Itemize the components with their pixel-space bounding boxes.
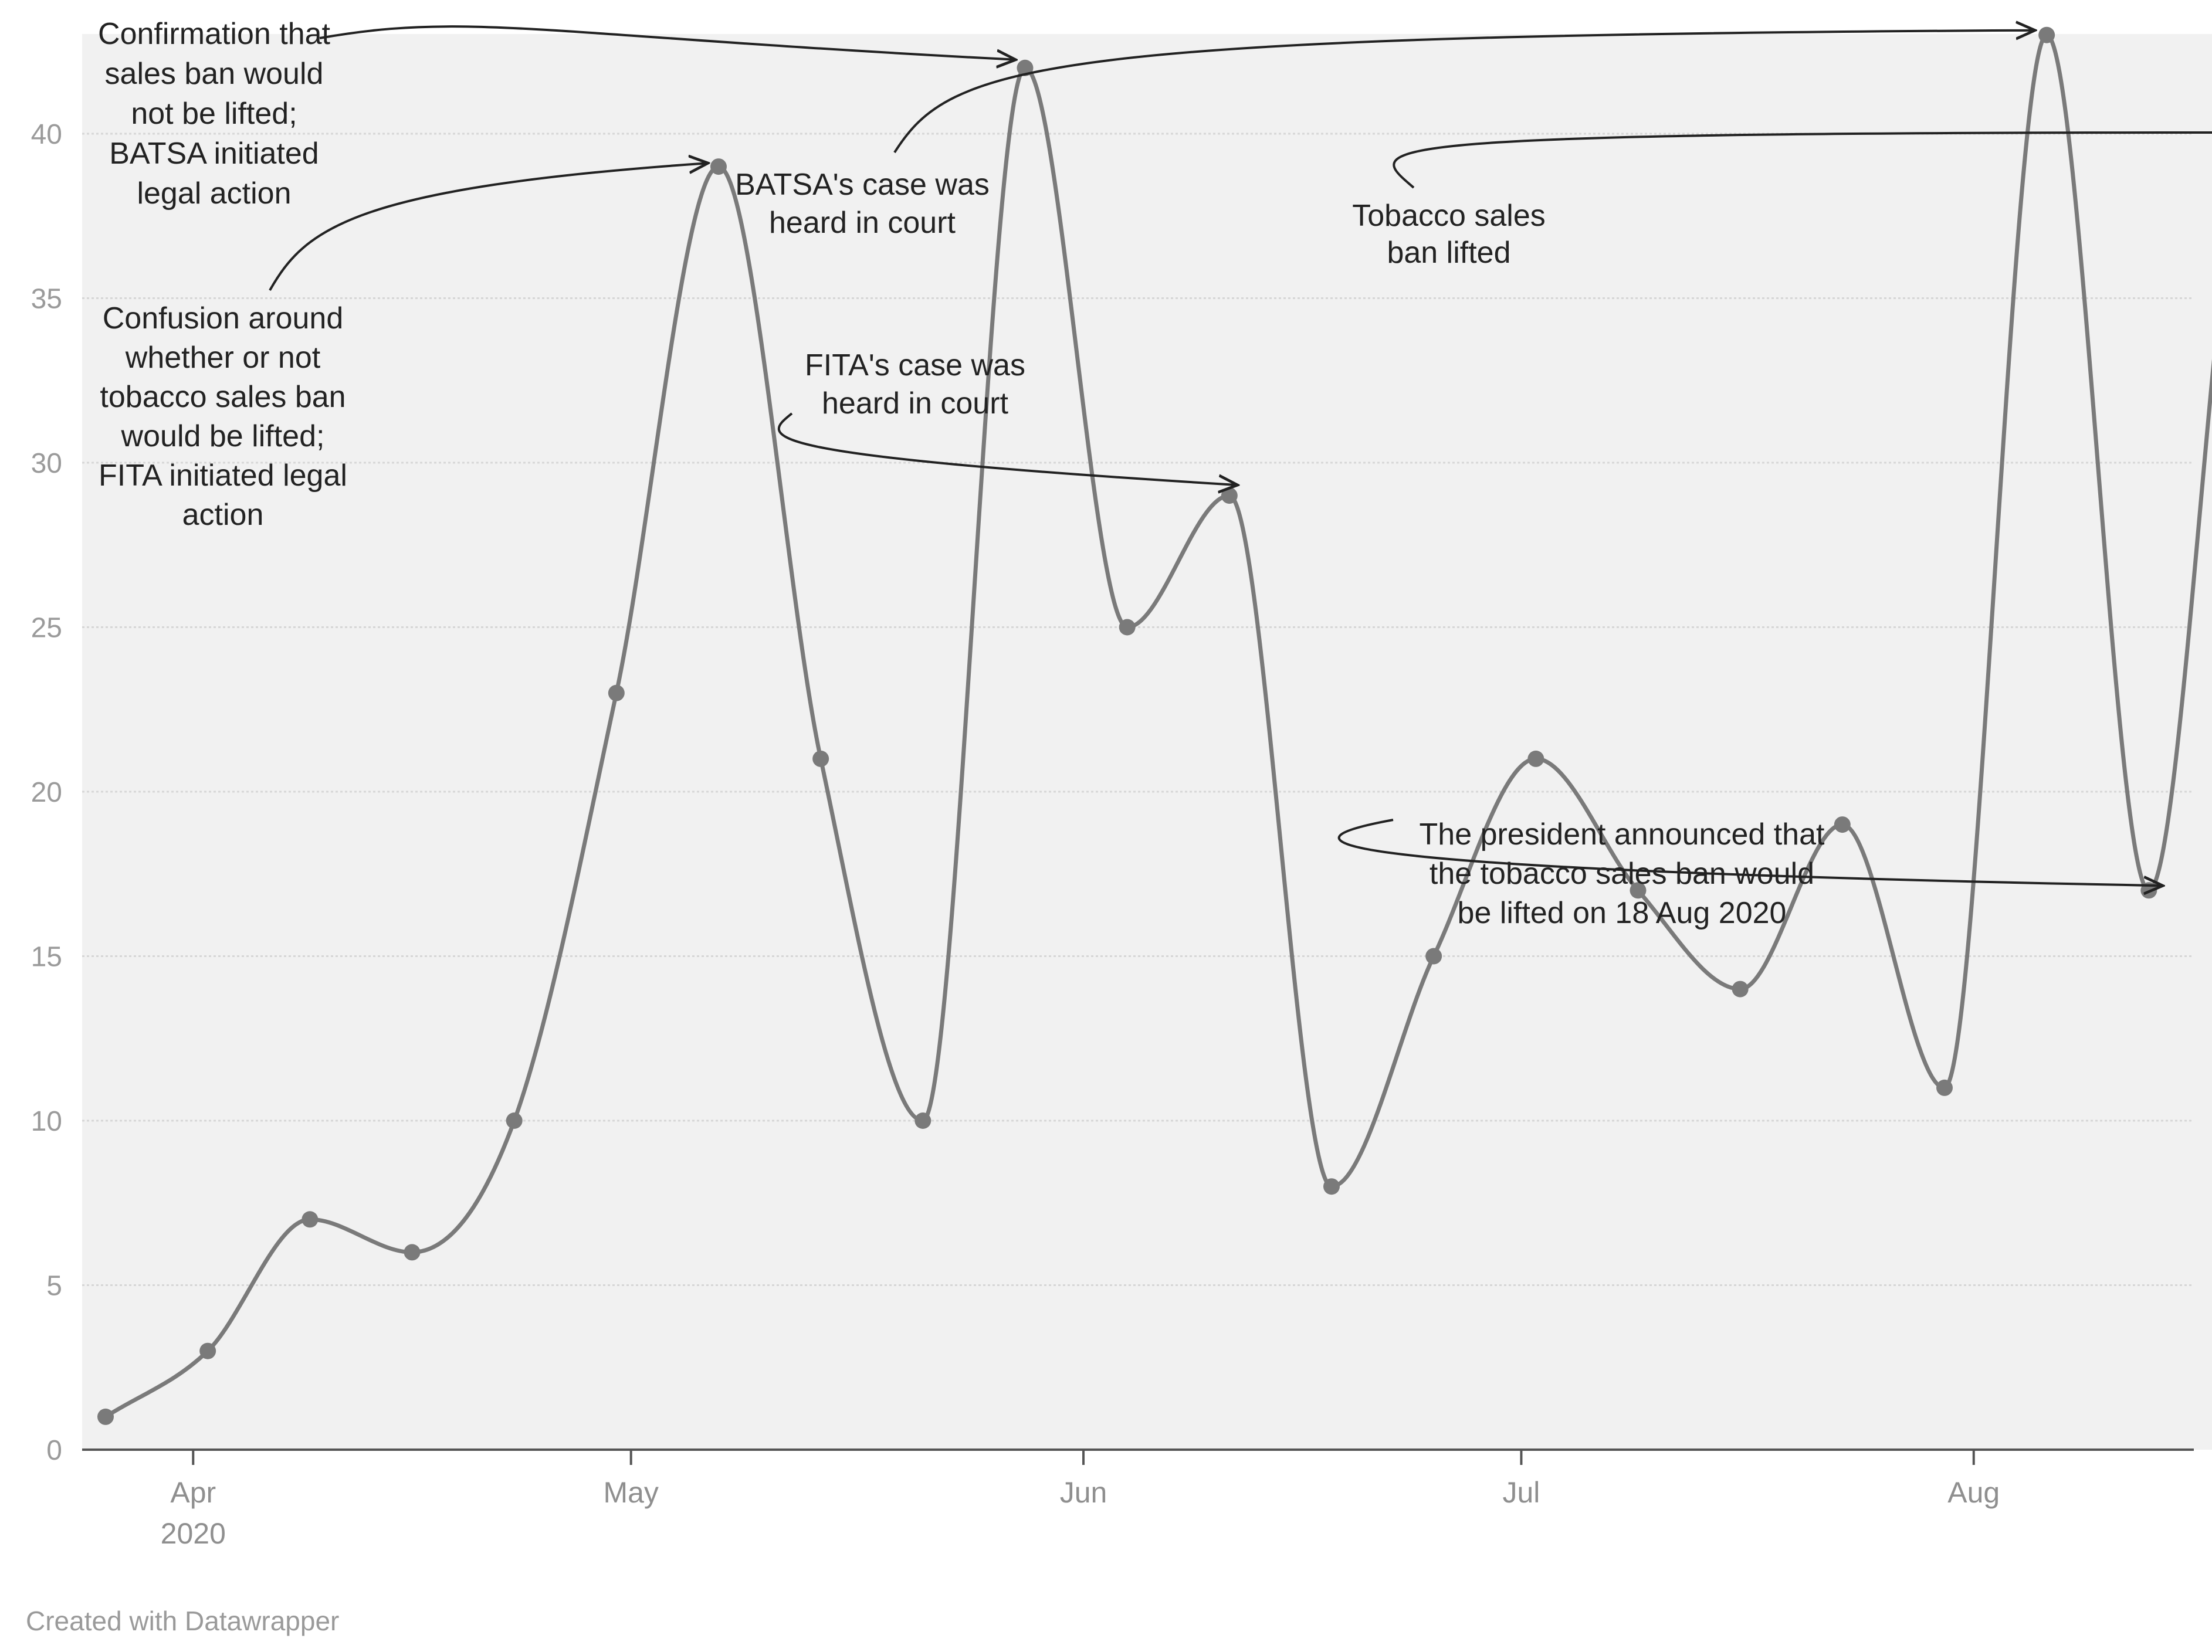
annotation-batsa-court: BATSA's case was heard in court [735,30,2035,240]
data-point [812,750,829,767]
annotation-text: Confusion around whether or not tobacco sa… [99,301,347,532]
annotation-arrow [319,25,1016,60]
x-tick-label: Jul [1502,1476,1540,1509]
data-point [1017,59,1034,76]
annotation-arrow [777,412,1238,485]
y-tick-label: 40 [31,119,62,150]
y-axis: 0 5 10 15 20 25 30 35 40 [31,119,62,1466]
data-point [404,1244,421,1261]
data-point [1527,750,1544,767]
data-point [506,1112,523,1129]
annotation-president: The president announced that the tobacco … [1337,817,2163,930]
data-point [1221,487,1238,504]
data-point [2038,26,2055,43]
data-point [1119,619,1136,636]
data-points [97,26,2157,1425]
y-tick-label: 0 [46,1435,62,1466]
x-tick-label: May [603,1476,658,1509]
y-tick-label: 20 [31,777,62,808]
y-tick-label: 15 [31,942,62,973]
annotation-text: FITA's case was heard in court [805,348,1025,420]
x-axis: Apr2020MayJunJulAugSepOctNovDec [82,1449,2194,1550]
x-tick-label: Apr [170,1476,216,1509]
y-tick-label: 30 [31,448,62,479]
annotations: Confirmation that sales ban would not be l… [98,17,2212,930]
y-tick-label: 35 [31,284,62,315]
y-tick-label: 5 [46,1271,62,1302]
annotation-confusion: Confusion around whether or not tobacco sa… [99,163,708,532]
y-tick-label: 25 [31,613,62,644]
y-tick-label: 10 [31,1106,62,1137]
annotation-arrow [893,30,2035,154]
annotation-text: Tobacco sales ban lifted [1352,199,1546,270]
annotation-arrow [269,163,708,291]
data-point [608,684,625,701]
data-point [1323,1178,1340,1195]
data-point [1834,816,1851,833]
annotation-text: Confirmation that sales ban would not be l… [98,17,331,211]
annotation-fita-court: FITA's case was heard in court [777,348,1238,485]
data-point [914,1112,931,1129]
annotation-ban-lifted: Tobacco sales ban lifted [1352,131,2212,270]
annotation-arrow [1337,819,2163,886]
data-point [1630,882,1647,899]
annotation-text: The president announced that the tobacco … [1420,817,1825,930]
data-point [710,158,727,175]
data-point [1936,1079,1953,1096]
data-point [302,1211,319,1228]
x-tick-label: Aug [1947,1476,2000,1509]
data-point [1732,981,1749,998]
data-point [1425,948,1442,965]
data-point [97,1408,114,1425]
grid-lines [82,133,2194,1286]
annotation-text: BATSA's case was heard in court [735,168,990,240]
series-line [103,33,2212,1419]
annotation-arrow [1393,131,2212,189]
x-tick-year-label: 2020 [161,1517,226,1550]
annotation-batsa-legal: Confirmation that sales ban would not be l… [98,17,1015,211]
x-tick-label: Jun [1060,1476,1107,1509]
highlight-band [82,34,2212,1450]
credit-text: Created with Datawrapper [26,1606,339,1636]
data-point [199,1342,216,1359]
